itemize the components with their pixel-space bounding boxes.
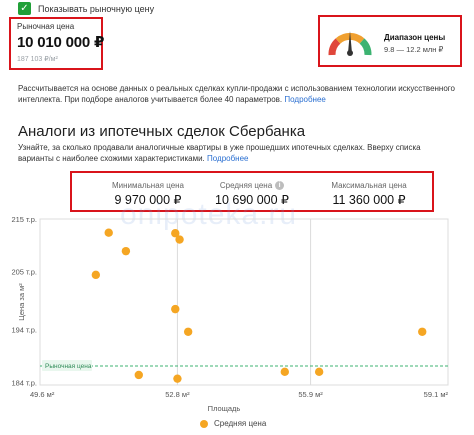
max-price-value: 11 360 000 ₽ — [332, 193, 406, 207]
gauge-icon — [328, 31, 372, 56]
market-price-per-sqm: 187 103 ₽/м² — [17, 56, 58, 63]
max-price-stat: Максимальная цена 11 360 000 ₽ — [314, 181, 424, 207]
data-point — [134, 370, 143, 380]
x-tick-label: 52.8 м² — [165, 390, 190, 399]
chart-legend: Средняя цена — [200, 419, 266, 428]
description-text: Рассчитывается на основе данных о реальн… — [18, 84, 455, 104]
show-market-price-toggle[interactable]: ✓ Показывать рыночную цену — [18, 2, 154, 15]
price-range-value: 9.8 — 12.2 млн ₽ — [384, 45, 444, 54]
price-range-title: Диапазон цены — [384, 33, 446, 42]
section-text: Узнайте, за сколько продавали аналогичны… — [18, 143, 421, 163]
legend-label: Средняя цена — [214, 419, 267, 428]
market-price-card: Рыночная цена 10 010 000 ₽ 187 103 ₽/м² — [9, 17, 105, 70]
price-range-card: Диапазон цены 9.8 — 12.2 млн ₽ — [318, 15, 462, 67]
y-axis-label: Цена за м² — [17, 283, 26, 321]
market-price-caption: Рыночная цена — [17, 22, 75, 31]
market-price-value: 10 010 000 ₽ — [17, 34, 105, 51]
avg-price-label-row: Средняя цена i — [202, 181, 302, 190]
legend-dot-icon — [200, 419, 208, 428]
checkbox-label: Показывать рыночную цену — [38, 3, 155, 14]
data-point — [171, 229, 180, 238]
y-tick-label: 184 т.р. — [11, 378, 37, 387]
min-price-value: 9 970 000 ₽ — [114, 193, 182, 207]
data-point — [280, 367, 289, 377]
data-point — [418, 327, 427, 336]
x-tick-label: 49.6 м² — [30, 390, 55, 399]
avg-price-stat: Средняя цена i 10 690 000 ₽ — [202, 181, 302, 207]
x-tick-label: 59.1 м² — [424, 390, 449, 399]
max-price-label: Максимальная цена — [331, 181, 407, 190]
data-point — [183, 327, 193, 336]
section-title: Аналоги из ипотечных сделок Сбербанка — [18, 123, 306, 140]
market-price-tag-label: Рыночная цена — [45, 363, 92, 370]
plot-area — [39, 218, 449, 386]
avg-price-value: 10 690 000 ₽ — [215, 193, 289, 207]
data-point — [104, 228, 113, 237]
data-point — [173, 374, 182, 383]
min-price-stat: Минимальная цена 9 970 000 ₽ — [98, 181, 198, 207]
avg-price-label: Средняя цена — [219, 181, 273, 190]
x-axis-label: Площадь — [208, 404, 241, 413]
data-point — [171, 304, 180, 314]
data-point — [121, 246, 131, 256]
market-price-tag — [42, 360, 92, 372]
section-more-link[interactable]: Подробнее — [207, 154, 249, 163]
section-description: Узнайте, за сколько продавали аналогичны… — [18, 142, 458, 164]
watermark: onipoteka.ru — [120, 198, 298, 231]
market-price-description: Рассчитывается на основе данных о реальн… — [18, 83, 458, 105]
price-stats-panel: Минимальная цена 9 970 000 ₽ Средняя цен… — [70, 171, 434, 212]
data-point — [314, 367, 324, 377]
checkbox-checked-icon[interactable]: ✓ — [18, 2, 31, 15]
price-scatter-chart: 49.6 м² 52.8 м² 55.9 м² 59.1 м² 215 т.р. 205 … — [11, 215, 449, 413]
data-point — [175, 235, 184, 244]
data-point — [91, 270, 101, 280]
y-tick-label: 205 т.р. — [11, 268, 37, 277]
info-icon[interactable]: i — [275, 181, 285, 190]
x-tick-label: 55.9 м² — [298, 390, 323, 399]
y-tick-label: 215 т.р. — [11, 215, 37, 224]
description-more-link[interactable]: Подробнее — [284, 95, 326, 104]
min-price-label: Минимальная цена — [111, 181, 185, 190]
y-tick-label: 194 т.р. — [11, 326, 37, 335]
